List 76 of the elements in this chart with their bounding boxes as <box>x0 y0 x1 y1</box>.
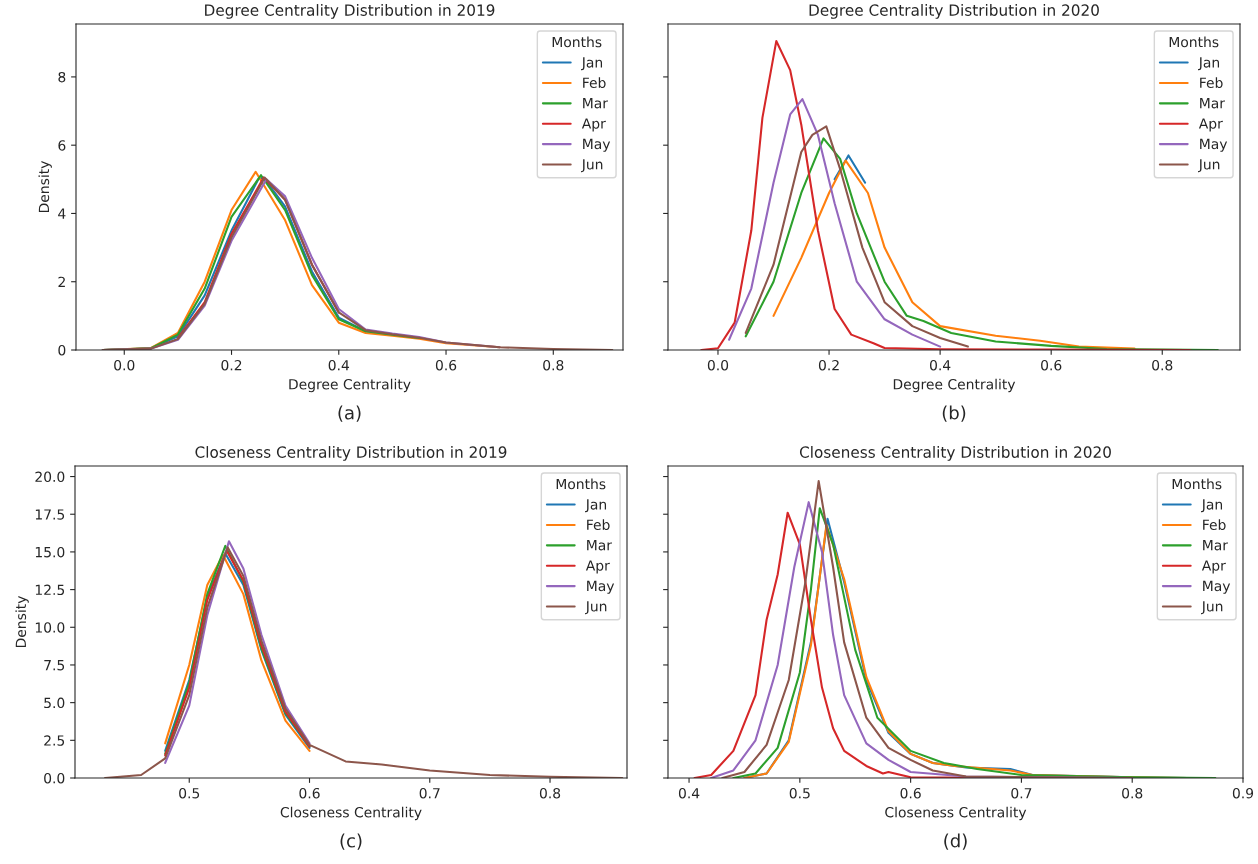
y-tick-label: 15.0 <box>35 546 65 558</box>
x-tick-label: 0.5 <box>789 787 810 799</box>
x-tick-label: 0.2 <box>221 359 242 371</box>
text: (a) <box>338 405 361 422</box>
legend-label: Jun <box>585 601 607 615</box>
legend-label: Feb <box>587 519 610 531</box>
legend-title: Months <box>1172 478 1222 490</box>
legend-label: May <box>583 138 611 152</box>
y-tick-label: 12.5 <box>35 584 65 596</box>
text: (d) <box>944 833 967 850</box>
x-tick-label: 0.0 <box>114 359 135 371</box>
legend-label: Jun <box>1201 601 1223 615</box>
x-axis-title: Closeness Centrality <box>280 806 422 821</box>
x-tick-label: 0.5 <box>179 787 200 799</box>
legend-label: Apr <box>1198 118 1223 132</box>
legend-label: Apr <box>1201 560 1226 574</box>
y-tick-label: 0 <box>58 344 66 356</box>
y-tick-label: 10.0 <box>35 622 65 633</box>
legend-label: Jan <box>585 499 607 513</box>
legend-label: Apr <box>581 118 606 132</box>
legend-title: Months <box>1169 36 1219 48</box>
chart-title: Closeness Centrality Distribution in 2020 <box>799 446 1111 461</box>
legend-label: May <box>1203 580 1231 594</box>
legend-label: Jun <box>1198 159 1220 173</box>
y-tick-label: 20.0 <box>35 471 65 483</box>
legend-label: May <box>587 580 615 594</box>
legend-label: Jan <box>1198 57 1220 71</box>
chart-title: Degree Centrality Distribution in 2020 <box>809 4 1099 19</box>
y-axis-title: Density <box>15 596 29 648</box>
x-tick-label: 0.8 <box>1122 787 1143 799</box>
x-tick-label: 0.7 <box>419 787 440 799</box>
x-tick-label: 0.4 <box>328 359 350 371</box>
y-tick-label: 0.0 <box>44 772 65 784</box>
y-tick-label: 4 <box>58 208 66 219</box>
legend-label: Mar <box>583 98 608 109</box>
y-tick-label: 8 <box>58 71 66 83</box>
y-tick-label: 2.5 <box>44 735 65 746</box>
y-tick-label: 17.5 <box>35 509 65 520</box>
y-tick-label: 7.5 <box>44 660 65 671</box>
legend-label: Apr <box>585 560 610 574</box>
x-tick-label: 0.9 <box>1232 787 1254 799</box>
x-tick-label: 0.8 <box>1152 359 1173 371</box>
x-tick-label: 0.6 <box>299 787 320 799</box>
legend-label: Feb <box>1203 519 1226 531</box>
x-axis-title: Closeness Centrality <box>885 806 1027 821</box>
x-tick-label: 0.4 <box>678 787 700 799</box>
text: (c) <box>340 833 362 850</box>
y-tick-label: 2 <box>58 276 65 287</box>
legend-title: Months <box>556 478 606 490</box>
x-tick-label: 0.8 <box>543 359 564 371</box>
x-axis-title: Degree Centrality <box>893 378 1016 393</box>
chart-title: Degree Centrality Distribution in 2019 <box>205 4 495 19</box>
legend-label: May <box>1200 138 1228 152</box>
y-axis-title: Density <box>38 161 52 213</box>
legend-label: Jan <box>581 57 603 71</box>
x-tick-label: 0.6 <box>435 359 457 371</box>
x-tick-label: 0.0 <box>707 359 729 371</box>
legend-title: Months <box>552 36 602 48</box>
text: (b) <box>942 405 966 422</box>
x-tick-label: 0.6 <box>1041 359 1062 371</box>
legend-label: Mar <box>1203 540 1228 551</box>
x-tick-label: 0.2 <box>818 359 839 371</box>
x-tick-label: 0.6 <box>900 787 921 799</box>
y-tick-label: 6 <box>58 140 66 151</box>
legend-label: Mar <box>587 540 612 551</box>
y-tick-label: 5.0 <box>44 697 65 709</box>
x-tick-label: 0.8 <box>539 787 561 799</box>
legend-label: Feb <box>1200 77 1223 89</box>
legend-label: Feb <box>583 77 606 89</box>
legend-label: Jun <box>581 159 603 173</box>
legend-label: Jan <box>1201 499 1223 513</box>
x-tick-label: 0.4 <box>929 359 951 371</box>
legend-label: Mar <box>1200 98 1225 109</box>
x-tick-label: 0.7 <box>1011 787 1032 799</box>
chart-title: Closeness Centrality Distribution in 2019 <box>195 446 507 461</box>
x-axis-title: Degree Centrality <box>289 378 411 393</box>
